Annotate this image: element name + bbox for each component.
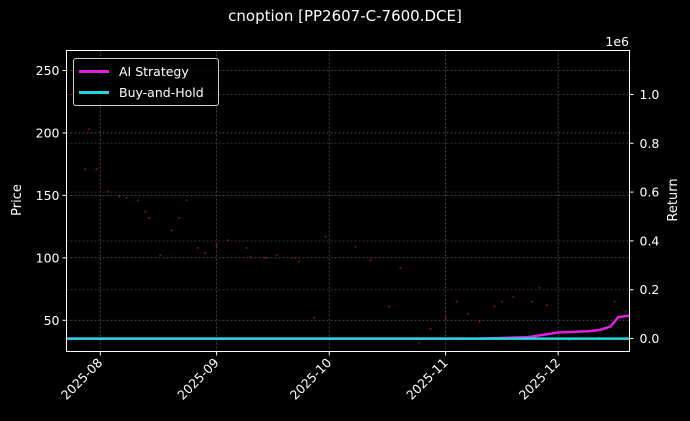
price-dot xyxy=(493,305,496,308)
x-tick-label: 2025-12 xyxy=(516,355,564,403)
legend: AI Strategy Buy-and-Hold xyxy=(73,58,219,106)
price-dot xyxy=(125,196,128,199)
y-axis-left: 50 100 150 200 250 xyxy=(36,63,67,328)
legend-swatch-icon xyxy=(79,90,109,94)
ai-strategy-line xyxy=(66,314,630,340)
price-dot xyxy=(159,254,162,257)
legend-swatch-icon xyxy=(79,69,109,73)
price-dot xyxy=(245,246,248,249)
price-dot xyxy=(444,316,447,319)
price-dot xyxy=(249,255,252,258)
price-dot xyxy=(418,341,421,344)
legend-label: AI Strategy xyxy=(119,63,189,79)
y2-tick-label: 0.2 xyxy=(640,282,660,297)
price-dot xyxy=(530,300,534,303)
price-dot xyxy=(117,195,121,198)
price-scatter xyxy=(84,128,627,344)
price-dot xyxy=(429,327,432,331)
price-dot xyxy=(136,199,139,202)
price-dot xyxy=(185,199,188,202)
x-tick-label: 2025-08 xyxy=(58,355,106,403)
price-dot xyxy=(95,168,98,171)
price-dot xyxy=(467,312,470,316)
price-dot xyxy=(294,256,297,259)
price-dot xyxy=(613,300,616,303)
plot-frame xyxy=(66,50,630,352)
y2-tick-label: 0.6 xyxy=(640,185,660,200)
price-dot xyxy=(170,229,173,232)
y-axis-right: 0.0 0.2 0.4 0.6 0.8 1.0 xyxy=(629,87,660,346)
price-dot xyxy=(512,295,515,298)
price-dot xyxy=(500,300,503,303)
y-tick-label: 100 xyxy=(36,250,60,265)
price-dot xyxy=(264,256,267,259)
price-dot xyxy=(354,245,357,248)
grid-lines xyxy=(66,50,630,352)
y2-tick-label: 0.0 xyxy=(640,331,660,346)
legend-label: Buy-and-Hold xyxy=(119,84,204,100)
y2-offset-label: 1e6 xyxy=(605,34,629,49)
x-tick-label: 2025-10 xyxy=(287,355,335,403)
y2-axis-label: Return xyxy=(666,178,681,221)
x-tick-label: 2025-09 xyxy=(174,355,222,403)
return-lines xyxy=(66,314,630,340)
price-dot xyxy=(144,210,147,213)
price-dot xyxy=(538,286,541,289)
price-dot xyxy=(624,310,627,313)
price-dot xyxy=(388,305,391,308)
y2-tick-label: 1.0 xyxy=(640,87,660,102)
price-dot xyxy=(226,239,229,242)
y-axis-label: Price xyxy=(10,184,25,216)
x-tick-label: 2025-11 xyxy=(403,355,451,403)
price-dot xyxy=(196,246,199,249)
chart-title: cnoption [PP2607-C-7600.DCE] xyxy=(228,7,462,25)
price-dot xyxy=(455,300,458,303)
price-dot xyxy=(313,316,316,319)
x-axis: 2025-08 2025-09 2025-10 2025-11 2025-12 xyxy=(58,351,564,403)
price-dot xyxy=(106,190,109,193)
price-dot xyxy=(478,320,481,323)
price-dot xyxy=(204,251,207,254)
price-dot xyxy=(399,266,402,269)
legend-item-buy-and-hold: Buy-and-Hold xyxy=(74,82,204,102)
y2-tick-label: 0.4 xyxy=(640,233,660,248)
price-dot xyxy=(215,244,218,247)
price-dot xyxy=(84,168,87,171)
legend-item-ai-strategy: AI Strategy xyxy=(74,61,189,81)
price-dot xyxy=(545,304,549,307)
price-dot xyxy=(324,235,327,238)
price-dot xyxy=(147,216,151,219)
y-tick-label: 150 xyxy=(36,188,60,203)
y-tick-label: 250 xyxy=(36,63,60,78)
price-dot xyxy=(369,259,372,262)
y-tick-label: 50 xyxy=(44,313,60,328)
y2-tick-label: 0.8 xyxy=(640,136,660,151)
y-tick-label: 200 xyxy=(36,125,60,140)
price-dot xyxy=(178,216,181,219)
price-dot xyxy=(290,256,293,259)
price-dot xyxy=(87,128,91,131)
price-dot xyxy=(275,254,278,257)
price-dot xyxy=(298,260,301,263)
